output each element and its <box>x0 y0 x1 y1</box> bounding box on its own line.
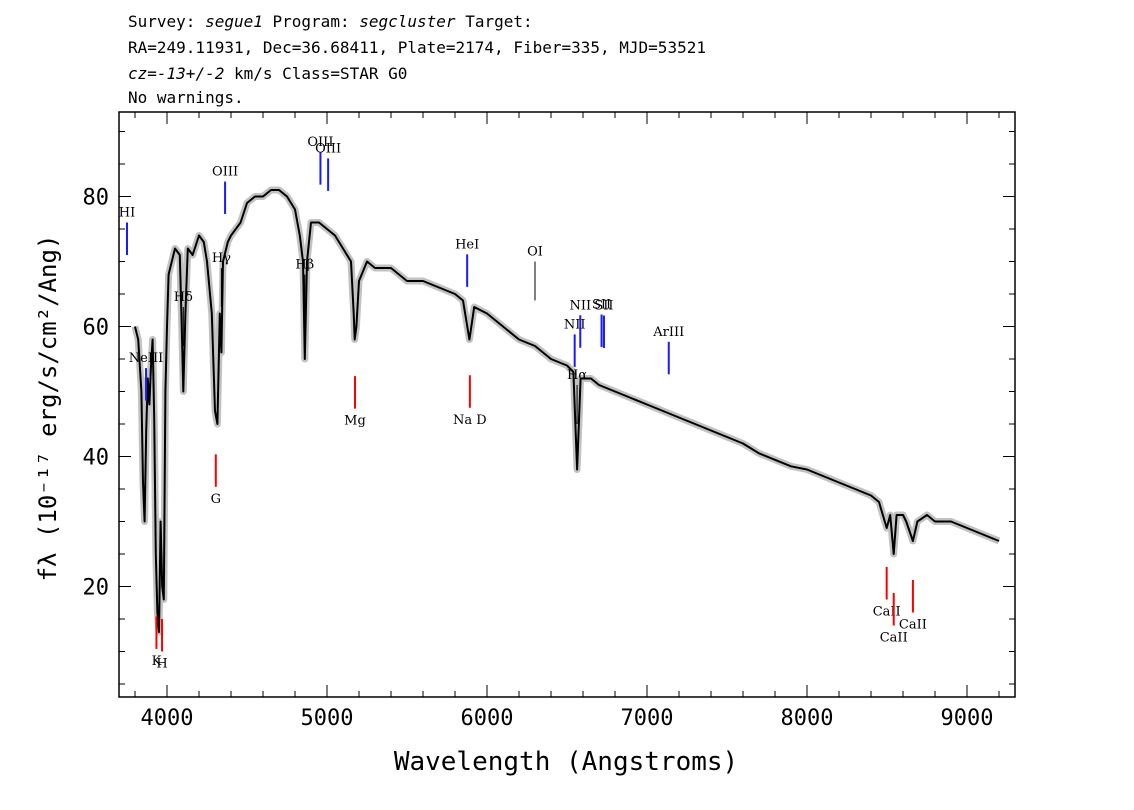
balmer-line-label: Hδ <box>174 290 193 305</box>
header-line-1: Survey: segue1 Program: segcluster Targe… <box>128 12 533 32</box>
plot-frame <box>118 111 1016 698</box>
absorption-line-label: G <box>211 492 221 507</box>
survey-label: Survey: <box>128 12 196 31</box>
x-tick-label: 7000 <box>621 706 674 731</box>
cz-value: -13+/-2 <box>156 64 225 83</box>
error-band-path <box>131 186 1001 636</box>
axes: 4000 5000 6000 7000 8000 9000 20 40 60 80 <box>83 111 1016 731</box>
x-axis-label: Wavelength (Angstroms) <box>394 747 738 777</box>
absorption-line-label: CaII <box>899 618 927 633</box>
survey-name: segue1 <box>205 12 263 31</box>
y-tick-label: 40 <box>83 446 110 471</box>
y-tick-label: 60 <box>83 316 110 341</box>
class-text: Class=STAR G0 <box>282 64 408 83</box>
cz-unit: km/s <box>233 64 273 83</box>
y-tick-label: 80 <box>83 186 110 211</box>
emission-line-label: HI <box>119 206 135 221</box>
balmer-line-label: Hγ <box>212 251 231 266</box>
absorption-line-label: CaII <box>880 631 908 646</box>
error-band <box>131 186 1001 636</box>
spectrum-line <box>134 189 1000 633</box>
absorption-line-label: H <box>156 657 167 672</box>
emission-line-label: NII <box>564 317 586 332</box>
balmer-line-label: Hβ <box>295 258 314 273</box>
emission-line-label: HeI <box>455 237 479 252</box>
x-tick-label: 4000 <box>141 706 194 731</box>
x-tick-label: 9000 <box>941 706 994 731</box>
absorption-line-label: CaII <box>873 605 901 620</box>
y-axis-label: fλ (10⁻¹⁷ erg/s/cm²/Ang) <box>34 235 62 582</box>
x-tick-label: 5000 <box>301 706 354 731</box>
balmer-line-label: Hα <box>567 368 587 383</box>
absorption-line-label: Na D <box>453 413 487 428</box>
absorption-line-label: K <box>152 654 162 669</box>
cz-label: cz= <box>128 64 157 83</box>
program-name: segcluster <box>359 12 456 31</box>
header-line-3: cz=-13+/-2 km/s Class=STAR G0 <box>128 64 407 84</box>
emission-line-label: ArIII <box>652 325 684 340</box>
balmer-line-label: OI <box>527 245 543 260</box>
emission-line-label: OIII <box>315 141 341 156</box>
y-tick-label: 20 <box>83 576 110 601</box>
emission-line-label: NII <box>569 298 591 313</box>
emission-line-label: SII <box>592 298 611 313</box>
absorption-line-label: Mg <box>344 414 366 429</box>
emission-line-label: OIII <box>307 135 333 150</box>
emission-line-label: OIII <box>212 165 238 180</box>
target-label: Target: <box>465 12 533 31</box>
header-warnings: No warnings. <box>128 88 244 107</box>
program-label: Program: <box>272 12 350 31</box>
x-tick-label: 6000 <box>461 706 514 731</box>
x-tick-label: 8000 <box>781 706 834 731</box>
header-line-2: RA=249.11931, Dec=36.68411, Plate=2174, … <box>128 38 706 57</box>
emission-line-label: NeIII <box>129 351 163 366</box>
spectrum-series <box>134 189 1000 633</box>
emission-line-label: SII <box>594 299 613 314</box>
